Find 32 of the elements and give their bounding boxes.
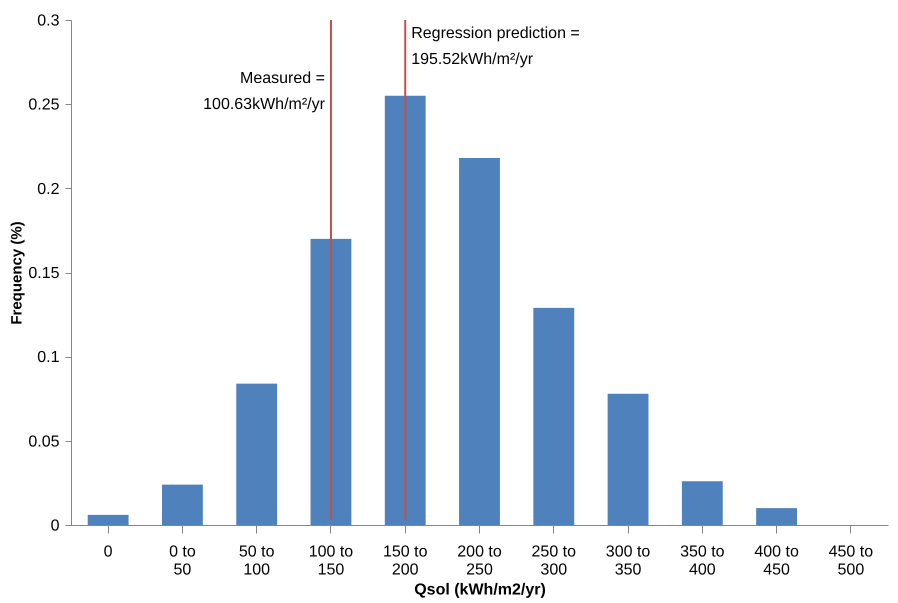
y-tick-label: 0.05 <box>28 433 60 450</box>
bar <box>756 508 798 525</box>
x-tick-label: 0 to 50 <box>169 544 196 578</box>
x-tick-label: 200 to 250 <box>457 544 502 578</box>
bar <box>384 96 426 525</box>
bar <box>310 238 352 525</box>
y-tick-label: 0.15 <box>28 265 60 282</box>
x-tick-label: 250 to 300 <box>532 544 576 578</box>
bar <box>533 308 574 525</box>
ref-line-label: Regression prediction = 195.52kWh/m²/yr <box>411 25 580 68</box>
x-tick-label: 100 to 150 <box>308 544 354 578</box>
y-tick-label: 0.25 <box>28 96 60 114</box>
y-axis-title: Frequency (%) <box>8 221 26 325</box>
ref-line-label: Measured = 100.63kWh/m²/yr <box>203 70 326 113</box>
x-tick-label: 300 to 350 <box>606 544 650 578</box>
x-tick-label: 0 <box>104 544 113 560</box>
bar <box>459 158 500 525</box>
bar <box>88 514 129 525</box>
bar <box>682 481 723 525</box>
x-tick-label: 400 to 450 <box>754 544 799 578</box>
y-tick-label: 0.1 <box>37 349 60 366</box>
x-tick-label: 350 to 400 <box>680 544 725 578</box>
y-tick-label: 0.2 <box>37 180 60 198</box>
x-tick-label: 450 to 500 <box>828 544 874 578</box>
bar <box>162 484 203 525</box>
y-tick-label: 0 <box>50 518 60 534</box>
bar <box>608 394 648 525</box>
x-tick-label: 150 to 200 <box>382 544 428 578</box>
y-tick-label: 0.3 <box>37 12 60 30</box>
x-tick-label: 50 to 100 <box>238 544 275 578</box>
x-axis-title: Qsol (kWh/m2/yr) <box>414 582 546 598</box>
bar <box>236 384 278 525</box>
